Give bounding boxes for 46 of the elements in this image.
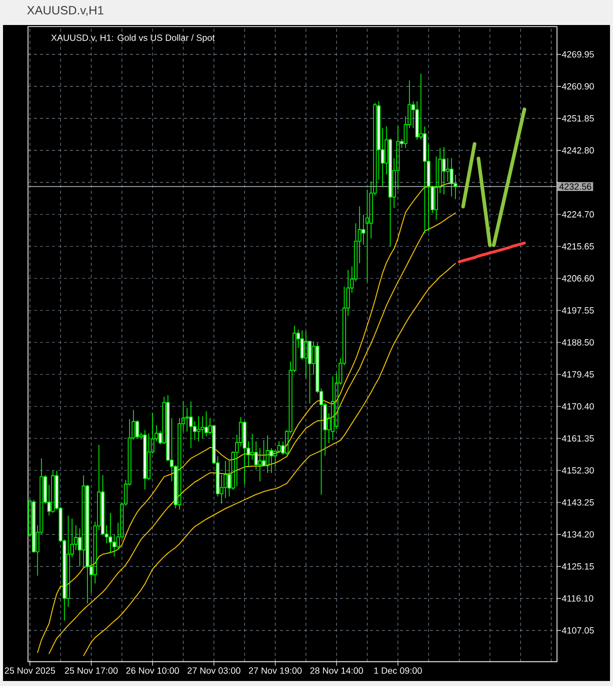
y-tick-label: 4143.25	[562, 499, 594, 506]
y-tick-label: 4116.10	[562, 595, 594, 602]
x-tick-label: 1 Dec 09:00	[374, 667, 422, 674]
candlestick	[450, 158, 454, 197]
candlestick	[82, 474, 86, 567]
y-tick-label: 4224.70	[562, 211, 594, 218]
y-tick-label: 4125.15	[562, 563, 594, 570]
y-tick-label: 4188.50	[562, 339, 594, 346]
y-tick-label: 4170.40	[562, 403, 594, 410]
candlestick	[330, 376, 335, 440]
candlestick	[143, 430, 147, 490]
x-tick-label: 28 Nov 14:00	[310, 667, 363, 674]
text: XAUUSD.v, H1: Gold vs US Dollar / Spot	[51, 34, 215, 43]
line-series	[461, 142, 476, 208]
candlestick	[242, 420, 246, 485]
line-series	[458, 242, 526, 264]
y-tick-label: 4161.35	[562, 435, 594, 442]
x-tick-label: 25 Nov 17:00	[64, 667, 118, 674]
candlestick	[108, 512, 112, 554]
y-tick-label: 4152.30	[562, 467, 594, 474]
y-tick-label: 4206.60	[562, 275, 594, 282]
chart-title: XAUUSD.v,H1	[27, 6, 104, 16]
y-tick-label: 4179.45	[562, 371, 594, 378]
candlestick	[51, 470, 55, 514]
x-tick-label: 27 Nov 03:00	[188, 667, 240, 674]
candlestick	[66, 515, 70, 608]
candlestick	[200, 416, 204, 439]
x-tick-label: 26 Nov 10:00	[126, 667, 179, 674]
y-tick-label: 4260.90	[562, 83, 594, 90]
y-tick-label: 4269.95	[562, 51, 594, 58]
x-tick-label: 25 Nov 2025	[4, 667, 56, 674]
y-tick-label: 4242.80	[562, 147, 594, 154]
candlestick	[446, 158, 450, 182]
x-tick-label: 27 Nov 19:00	[248, 667, 302, 674]
candlestick	[189, 401, 193, 449]
candlestick	[442, 146, 446, 195]
y-tick-label: 4197.55	[562, 307, 594, 314]
y-tick-label: 4251.85	[562, 115, 594, 122]
ref-line-label: 4232.56	[559, 183, 592, 190]
candlestick	[196, 416, 200, 442]
y-tick-label: 4134.20	[562, 531, 594, 538]
candlestick	[266, 434, 270, 474]
candlestick	[304, 331, 308, 378]
candlestick	[258, 448, 262, 482]
y-tick-label: 4215.65	[562, 243, 594, 250]
y-tick-label: 4107.05	[562, 627, 594, 634]
